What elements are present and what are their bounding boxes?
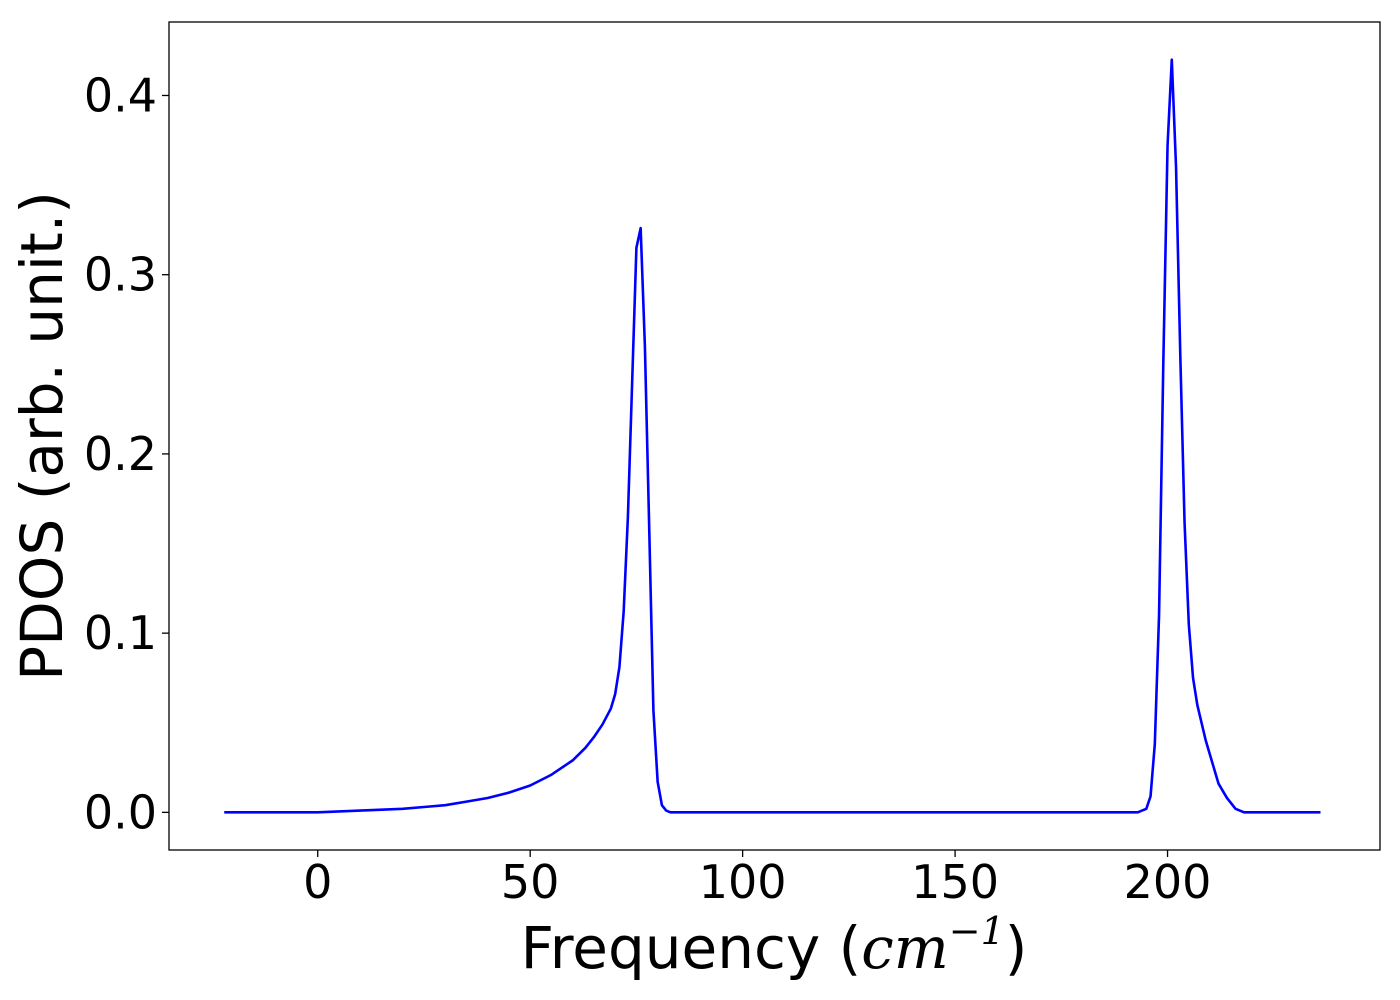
y-tick-label: 0.0 [84, 785, 157, 839]
x-tick-label: 200 [1124, 855, 1212, 909]
x-axis-ticks: 0 50 100 150 200 [303, 850, 1211, 909]
y-axis-ticks: 0.0 0.1 0.2 0.3 0.4 [84, 68, 169, 839]
x-tick-label: 0 [303, 855, 332, 909]
y-tick-label: 0.1 [84, 606, 157, 660]
y-tick-label: 0.3 [84, 248, 157, 302]
y-tick-label: 0.2 [84, 427, 157, 481]
y-axis-title: PDOS (arb. unit.) [8, 191, 76, 681]
plot-area [168, 21, 1381, 851]
axes-frame [168, 21, 1381, 851]
series-line-0 [224, 58, 1321, 814]
x-axis-title: Frequency (cm−1) [521, 909, 1028, 982]
x-tick-label: 50 [501, 855, 560, 909]
x-tick-label: 150 [911, 855, 999, 909]
y-tick-label: 0.4 [84, 68, 157, 122]
x-tick-label: 100 [699, 855, 787, 909]
